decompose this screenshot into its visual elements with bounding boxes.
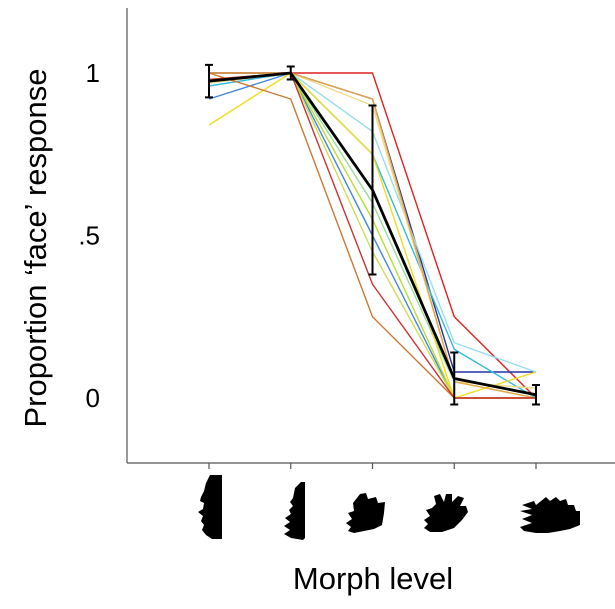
y-tick-label: 1: [86, 58, 100, 88]
y-tick-labels: 0.51: [78, 58, 100, 413]
face-profile-icon: [198, 475, 222, 539]
y-axis-title: Proportion ‘face’ response: [18, 69, 53, 428]
half-hand-morph-icon: [346, 493, 385, 533]
y-tick-label: .5: [78, 221, 100, 251]
mean-series: [205, 63, 540, 406]
x-axis-title: Morph level: [293, 561, 453, 596]
hand-face-morph-icon: [424, 494, 468, 532]
axes: [126, 8, 615, 469]
y-tick-label: 0: [86, 383, 100, 413]
hand-icon: [520, 497, 580, 533]
series-line-11: [209, 72, 537, 399]
mean-line: [208, 71, 537, 397]
face-hand-morph-icon: [284, 482, 305, 540]
x-tick-icons: [198, 475, 580, 540]
